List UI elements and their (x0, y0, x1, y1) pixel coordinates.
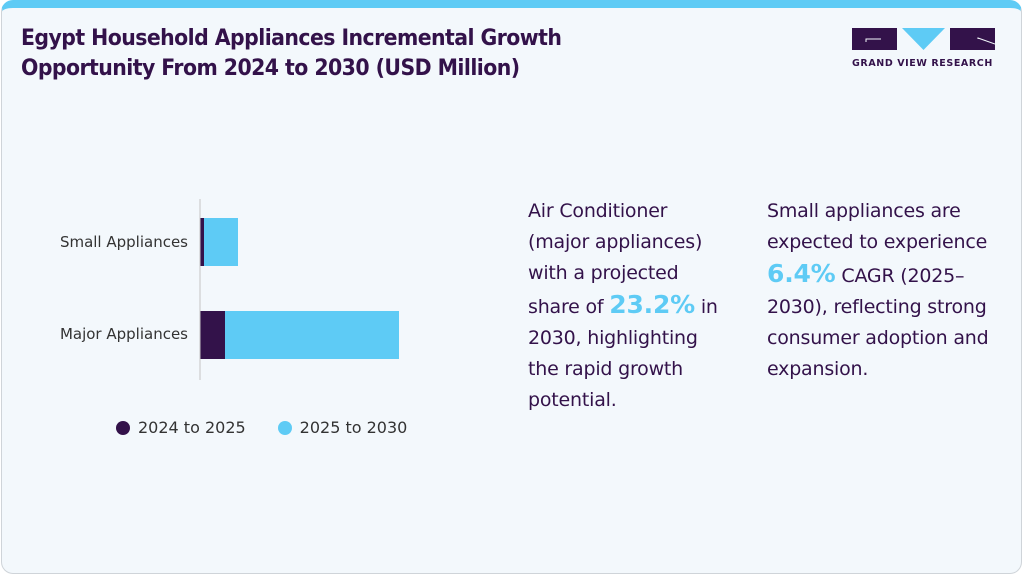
legend-label: 2025 to 2030 (299, 418, 408, 437)
title-line-2: Opportunity From 2024 to 2030 (USD Milli… (21, 56, 520, 81)
bar-major-appliances-2025-to-2030 (225, 311, 399, 359)
insight-text: in 2030, highlighting the rapid growth p… (528, 296, 718, 411)
legend-dot-2024-2025 (116, 420, 130, 435)
bar-small-appliances-2024-to-2025 (200, 218, 204, 266)
logo-triangle-v (902, 28, 945, 50)
bar-major-appliances-2024-to-2025 (200, 311, 225, 359)
logo-text: GRAND VIEW RESEARCH (852, 58, 993, 69)
stacked-bar-chart: Small Appliances Major Appliances (60, 199, 399, 380)
legend-label: 2024 to 2025 (138, 418, 246, 437)
page-title: Egypt Household Appliances Incremental G… (21, 24, 672, 84)
logo-block-r (950, 28, 995, 50)
insight-text: CAGR (2025–2030), reflecting strong cons… (767, 265, 989, 380)
legend-item-2024-2025[interactable]: 2024 to 2025 (116, 418, 246, 437)
chart-legend: 2024 to 2025 2025 to 2030 (116, 418, 407, 437)
insight-text: Small appliances are expected to experie… (767, 200, 988, 253)
legend-dot-2025-2030 (277, 420, 292, 435)
bars-group (200, 218, 399, 359)
insight-small-appliances: Small appliances are expected to experie… (767, 196, 997, 385)
insight-highlight-share: 23.2% (609, 290, 695, 319)
bar-small-appliances-2025-to-2030 (204, 218, 238, 266)
logo-r-mark (977, 37, 995, 45)
category-label-small-appliances: Small Appliances (60, 233, 188, 251)
insight-highlight-cagr: 6.4% (767, 259, 836, 288)
legend-item-2025-2030[interactable]: 2025 to 2030 (277, 418, 408, 437)
insight-text: Air Conditioner (major appliances) with … (528, 200, 703, 318)
logo-g-mark (865, 38, 881, 42)
insight-air-conditioner: Air Conditioner (major appliances) with … (528, 196, 728, 416)
category-label-major-appliances: Major Appliances (60, 325, 188, 343)
gvr-logo-icon (852, 28, 995, 50)
title-line-1: Egypt Household Appliances Incremental G… (21, 26, 562, 51)
